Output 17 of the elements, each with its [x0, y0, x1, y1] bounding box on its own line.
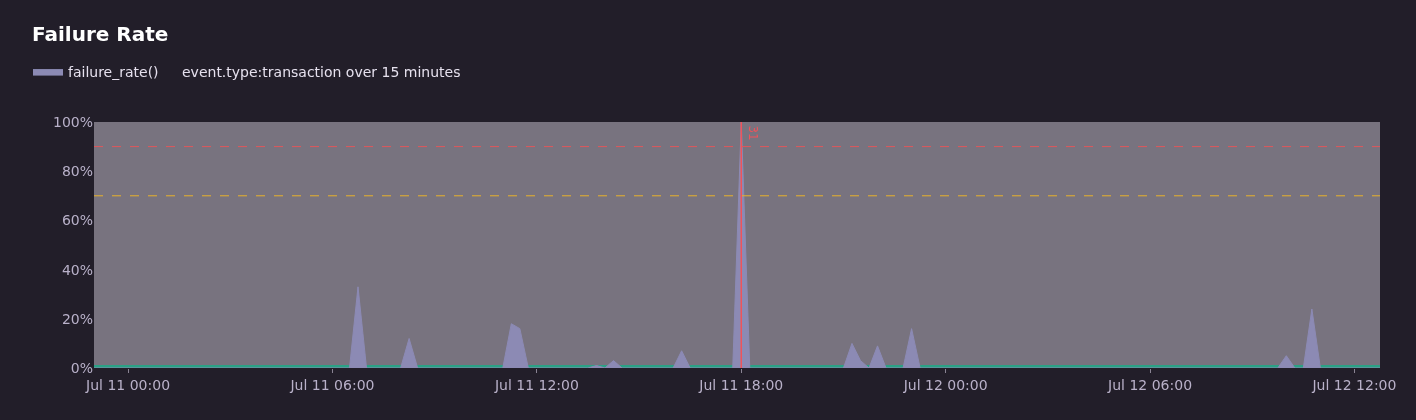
y-tick-label: 100%	[52, 113, 93, 130]
y-tick-label: 80%	[61, 163, 93, 180]
x-tick-label: Jul 11 18:00	[698, 376, 784, 393]
y-tick-label: 60%	[61, 212, 93, 229]
x-tick-label: Jul 11 06:00	[289, 376, 375, 393]
x-tick-label: Jul 12 06:00	[1107, 376, 1193, 393]
legend-label: failure_rate()	[68, 64, 159, 81]
x-tick-label: Jul 12 00:00	[902, 376, 988, 393]
y-tick-label: 40%	[61, 261, 93, 278]
x-tick-label: Jul 11 00:00	[85, 376, 171, 393]
y-tick-label: 0%	[70, 359, 93, 376]
chart-subtitle: event.type:transaction over 15 minutes	[182, 64, 461, 80]
x-tick-label: Jul 11 12:00	[493, 376, 579, 393]
chart-title: Failure Rate	[32, 22, 169, 46]
ref-line-label: 31	[746, 125, 761, 141]
x-tick-label: Jul 12 12:00	[1311, 376, 1397, 393]
y-tick-label: 20%	[61, 310, 93, 327]
